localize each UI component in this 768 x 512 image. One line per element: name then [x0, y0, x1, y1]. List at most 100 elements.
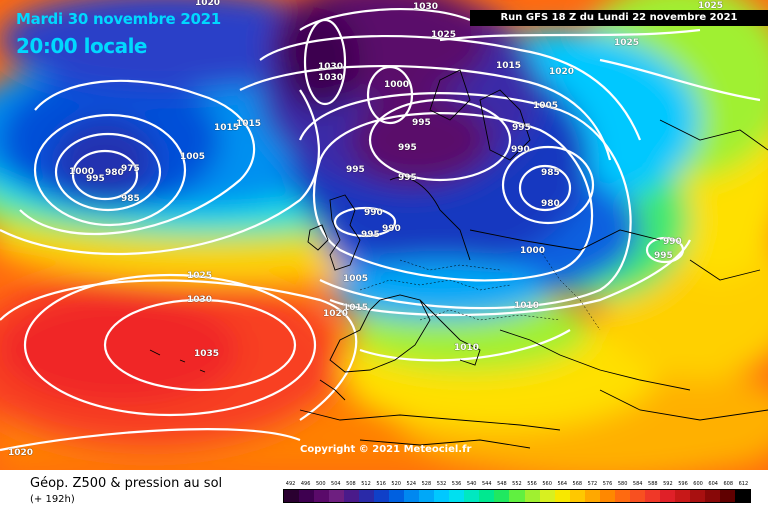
legend-swatch [524, 490, 540, 502]
footer: Géop. Z500 & pression au sol (+ 192h) 49… [0, 470, 768, 512]
isobar-label: 995 [398, 173, 417, 183]
legend-label: 504 [331, 481, 341, 487]
isobar-label: 1030 [413, 2, 439, 12]
legend-label: 492 [285, 481, 296, 487]
isobar-label: 995 [361, 230, 380, 240]
legend-label: 596 [678, 481, 688, 487]
copyright-text: Copyright © 2021 Meteociel.fr [300, 444, 472, 455]
legend-swatch [554, 490, 570, 502]
color-scale-legend: 492 496 500 504 508 512 516 520 524 528 532 536 540 5… [283, 479, 751, 507]
forecast-date: Mardi 30 novembre 2021 [16, 10, 221, 28]
isobar-label: 1010 [454, 343, 480, 353]
legend-swatch [344, 490, 360, 502]
borders [359, 249, 601, 331]
legend-label: 572 [587, 481, 598, 487]
isobar-label: 995 [654, 251, 673, 261]
isobar-label: 1025 [187, 271, 213, 281]
legend-swatch [359, 490, 375, 502]
isobar-label: 1000 [384, 80, 410, 90]
legend-swatch [284, 490, 300, 502]
isobar-label: 990 [364, 208, 383, 218]
legend-swatch [719, 490, 735, 502]
legend-label: 512 [361, 481, 371, 487]
legend-label: 584 [632, 481, 643, 487]
isobar-label: 1025 [698, 1, 724, 11]
run-info-bar: Run GFS 18 Z du Lundi 22 novembre 2021 [470, 10, 768, 26]
legend-label: 536 [451, 481, 462, 487]
isobar-label: 1005 [343, 274, 369, 284]
legend-label: 548 [497, 481, 507, 487]
isobar-label: 1010 [514, 301, 540, 311]
isobar-label: 1020 [323, 309, 349, 319]
legend-swatch [644, 490, 660, 502]
forecast-time: 20:00 locale [16, 34, 148, 58]
map-canvas [0, 0, 768, 470]
legend-swatch [389, 490, 405, 502]
isobar-label: 1015 [236, 119, 262, 129]
isobar-label: 1000 [520, 246, 546, 256]
legend-label: 528 [421, 481, 432, 487]
isobar-label: 1030 [318, 62, 344, 72]
coastlines [149, 69, 768, 449]
isobar-label: 995 [412, 118, 431, 128]
isobar-label: 1020 [549, 67, 575, 77]
isobar-label: 1015 [496, 61, 522, 71]
isobar-label: 980 [105, 168, 124, 178]
legend-label: 612 [738, 481, 749, 487]
legend-swatch [404, 490, 420, 502]
legend-swatch [509, 490, 525, 502]
isobar-label: 990 [382, 224, 401, 234]
legend-label: 560 [542, 481, 552, 487]
weather-map: Mardi 30 novembre 2021 20:00 locale Run … [0, 0, 768, 470]
isobar-label: 1030 [318, 73, 344, 83]
legend-swatch [299, 490, 315, 502]
legend-swatch [314, 490, 330, 502]
legend-label: 500 [315, 481, 326, 487]
legend-swatch [464, 490, 480, 502]
legend-swatch [614, 490, 630, 502]
legend-label: 604 [708, 481, 718, 487]
isobar-label: 1025 [614, 38, 640, 48]
legend-label: 568 [572, 481, 583, 487]
legend-label: 544 [481, 481, 492, 487]
legend-label: 592 [663, 481, 673, 487]
legend-label: 556 [527, 481, 537, 487]
legend-label: 576 [602, 481, 613, 487]
legend-label: 532 [436, 481, 447, 487]
legend-swatch [629, 490, 645, 502]
isobar-label: 995 [86, 174, 105, 184]
legend-swatch [434, 490, 450, 502]
legend-label: 564 [557, 481, 567, 487]
isobar-label: 1020 [195, 0, 221, 8]
legend-label: 580 [617, 481, 628, 487]
legend-label: 588 [648, 481, 658, 487]
isobar-label: 1005 [533, 101, 559, 111]
isobar-label: 990 [511, 145, 530, 155]
isobar-label: 1020 [8, 448, 34, 458]
legend-swatch [419, 490, 435, 502]
isobar-label: 975 [121, 164, 140, 174]
legend-swatches [283, 489, 751, 503]
legend-swatch [479, 490, 495, 502]
isobar-label: 1015 [214, 123, 240, 133]
isobar-label: 985 [541, 168, 560, 178]
legend-label: 496 [300, 481, 311, 487]
forecast-range: (+ 192h) [30, 494, 75, 505]
isobar-label: 1005 [180, 152, 206, 162]
legend-swatch [584, 490, 600, 502]
isobar-label: 1035 [194, 349, 220, 359]
isobar-label: 1025 [431, 30, 457, 40]
isobar-label: 980 [541, 199, 560, 209]
geopotential-field [0, 0, 768, 470]
legend-label: 516 [376, 481, 386, 487]
legend-swatch [374, 490, 390, 502]
legend-swatch [659, 490, 675, 502]
legend-label: 508 [346, 481, 356, 487]
legend-swatch [704, 490, 720, 502]
isobar-lines [0, 8, 761, 452]
isobar-label: 985 [121, 194, 140, 204]
legend-labels: 492 496 500 504 508 512 516 520 524 528 532 536 540 5… [283, 479, 751, 489]
legend-swatch [494, 490, 510, 502]
map-title: Géop. Z500 & pression au sol [30, 476, 223, 491]
legend-swatch [599, 490, 615, 502]
